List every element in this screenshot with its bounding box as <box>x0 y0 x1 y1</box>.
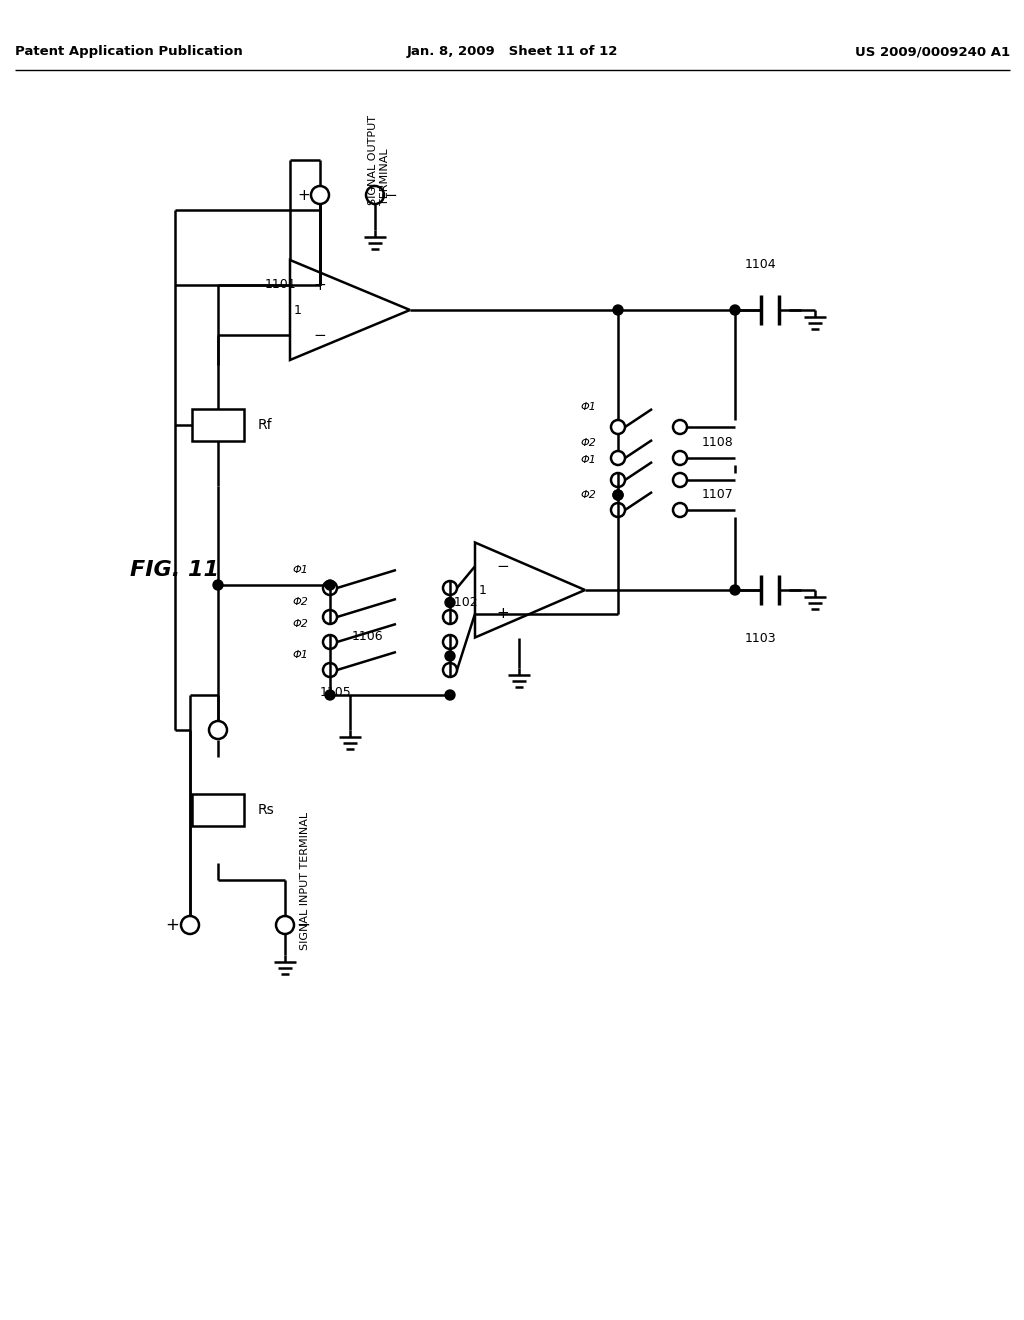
Text: 1108: 1108 <box>702 436 734 449</box>
Bar <box>193 409 244 441</box>
Text: +: + <box>313 277 327 293</box>
Circle shape <box>325 579 335 590</box>
Circle shape <box>445 651 455 661</box>
Text: Φ1: Φ1 <box>292 649 308 660</box>
Circle shape <box>613 305 623 315</box>
Text: +: + <box>165 916 179 935</box>
Text: SIGNAL OUTPUT
TERMINAL: SIGNAL OUTPUT TERMINAL <box>369 115 390 205</box>
Text: Patent Application Publication: Patent Application Publication <box>15 45 243 58</box>
Circle shape <box>730 305 740 315</box>
Text: 1103: 1103 <box>744 631 776 644</box>
Text: 1104: 1104 <box>744 259 776 272</box>
Circle shape <box>445 598 455 607</box>
Text: 1: 1 <box>294 304 302 317</box>
Text: Rs: Rs <box>258 803 274 817</box>
Text: 1101: 1101 <box>265 279 297 292</box>
Circle shape <box>213 579 223 590</box>
Text: −: − <box>385 187 397 202</box>
Bar <box>193 795 244 826</box>
Text: Rf: Rf <box>258 418 272 432</box>
Text: −: − <box>313 327 327 342</box>
Text: 1105: 1105 <box>319 685 352 698</box>
Text: 1107: 1107 <box>702 488 734 502</box>
Circle shape <box>445 690 455 700</box>
Circle shape <box>730 585 740 595</box>
Text: Φ1: Φ1 <box>581 455 596 465</box>
Text: US 2009/0009240 A1: US 2009/0009240 A1 <box>855 45 1010 58</box>
Circle shape <box>325 690 335 700</box>
Text: +: + <box>298 187 310 202</box>
Text: 1: 1 <box>479 583 487 597</box>
Text: −: − <box>496 558 509 574</box>
Text: Φ1: Φ1 <box>581 403 596 412</box>
Circle shape <box>613 490 623 500</box>
Text: Φ2: Φ2 <box>581 490 596 500</box>
Text: Φ2: Φ2 <box>292 597 308 607</box>
Text: FIG. 11: FIG. 11 <box>130 560 219 579</box>
Text: Φ2: Φ2 <box>581 438 596 447</box>
Text: +: + <box>496 606 509 622</box>
Text: 1106: 1106 <box>352 631 384 644</box>
Text: −: − <box>296 916 310 935</box>
Text: SIGNAL INPUT TERMINAL: SIGNAL INPUT TERMINAL <box>300 812 310 950</box>
Text: Jan. 8, 2009   Sheet 11 of 12: Jan. 8, 2009 Sheet 11 of 12 <box>407 45 617 58</box>
Text: Φ1: Φ1 <box>292 565 308 576</box>
Text: 1102: 1102 <box>447 595 478 609</box>
Text: Φ2: Φ2 <box>292 619 308 630</box>
Circle shape <box>613 490 623 500</box>
